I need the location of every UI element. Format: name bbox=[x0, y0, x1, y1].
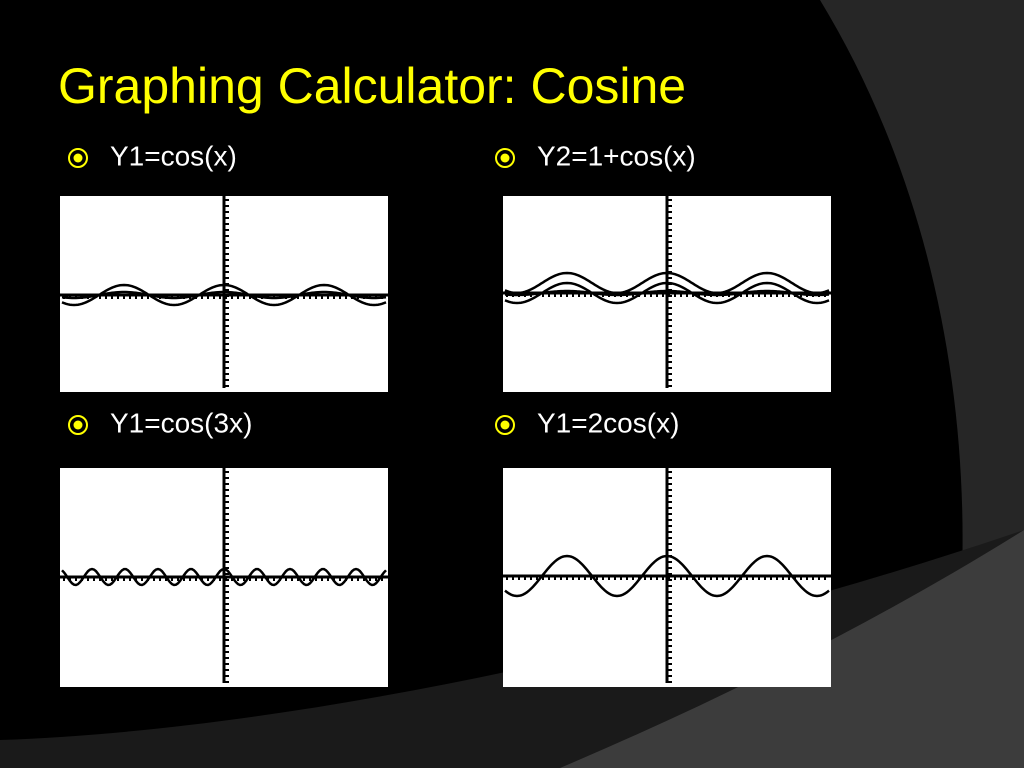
item-label: Y1=cos(3x) bbox=[110, 407, 252, 438]
bullet-dot bbox=[73, 153, 83, 163]
graph-curve bbox=[504, 271, 830, 295]
graph-curve bbox=[504, 554, 830, 598]
axis-ticks bbox=[506, 471, 826, 683]
item-label: Y1=2cos(x) bbox=[537, 407, 679, 438]
graph-curve bbox=[61, 290, 387, 300]
slide-title: Graphing Calculator: Cosine bbox=[58, 58, 686, 114]
bullet-ring bbox=[495, 415, 515, 435]
bullet-ring bbox=[68, 415, 88, 435]
item-label: Y2=1+cos(x) bbox=[537, 140, 696, 171]
bullet-dot bbox=[500, 420, 510, 430]
bullet-dot bbox=[500, 153, 510, 163]
decor-shape bbox=[560, 530, 1024, 768]
bullet-ring bbox=[495, 148, 515, 168]
graph-curve bbox=[504, 289, 830, 297]
graph-curve bbox=[61, 567, 387, 587]
bullet-dot bbox=[73, 420, 83, 430]
bullet-ring bbox=[68, 148, 88, 168]
graph-curve bbox=[504, 281, 830, 305]
item-label: Y1=cos(x) bbox=[110, 140, 237, 171]
graph-curve bbox=[61, 283, 387, 307]
